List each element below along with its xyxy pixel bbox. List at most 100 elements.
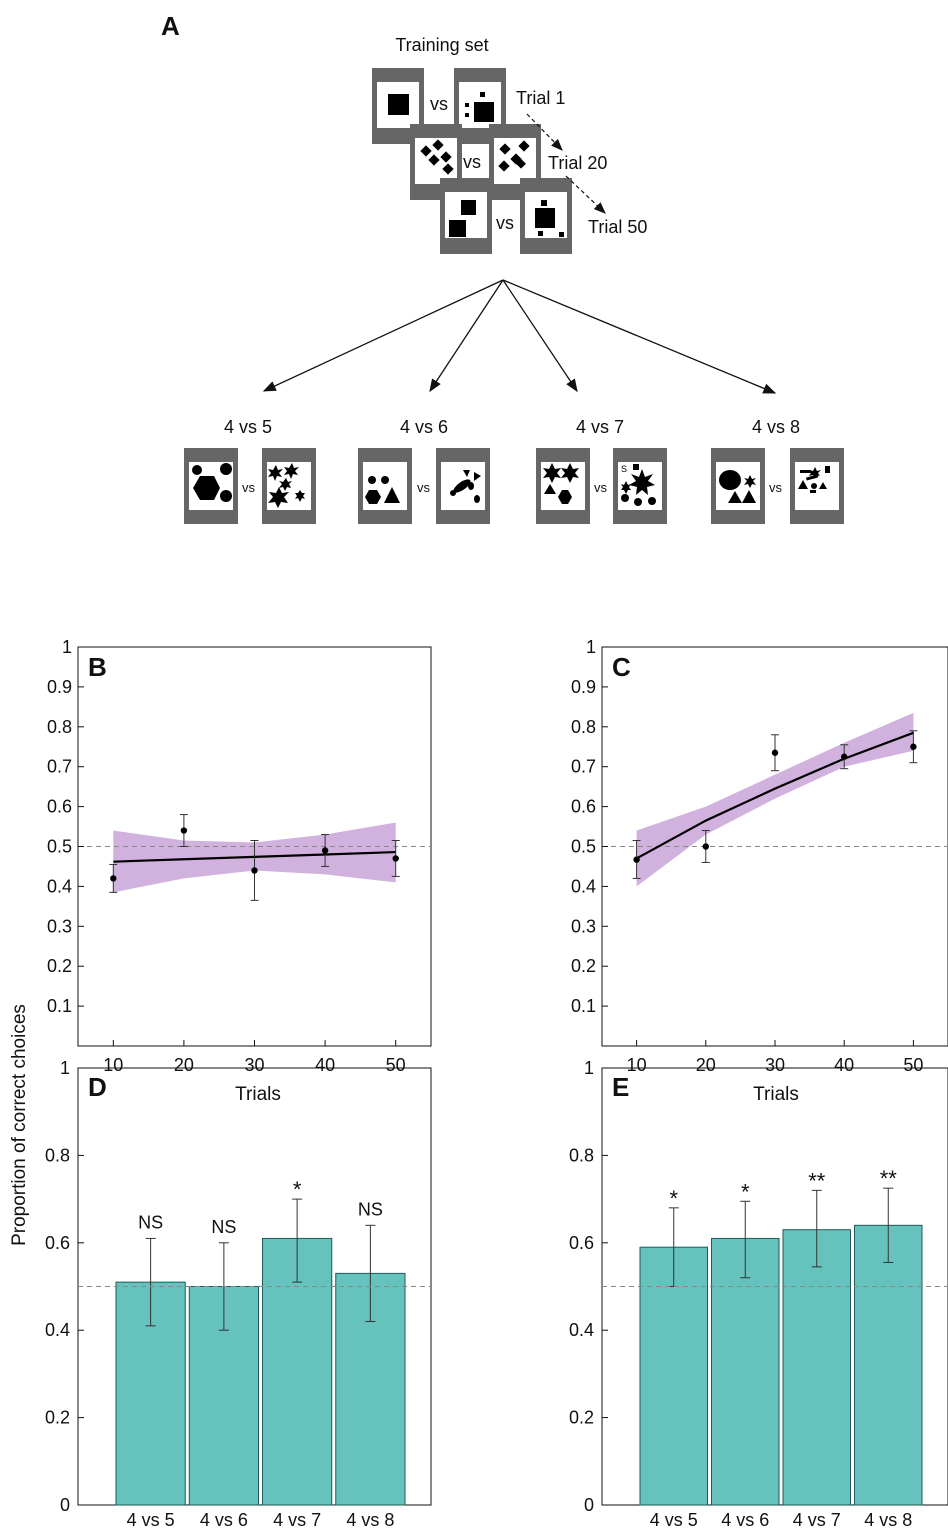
vs-label-test-3: vs xyxy=(594,480,608,495)
test-label-4-vs-5: 4 vs 5 xyxy=(224,417,272,437)
training-set-title: Training set xyxy=(395,35,488,55)
panel-c-y-tick-label-8: 0.8 xyxy=(571,717,596,737)
panel-e-y-tick-label-4: 0.6 xyxy=(569,1233,594,1253)
panel-d-category-label-1: 4 vs 5 xyxy=(127,1510,175,1530)
panel-e-y-tick-label-1: 0 xyxy=(584,1495,594,1515)
panel-letter-b: B xyxy=(88,652,107,682)
panel-c-line-chart: C Trials 0.1 0.2 0.3 0.4 0.5 0.6 0.7 0.8 0.9 1 10 2… xyxy=(571,637,948,1105)
panel-c-x-axis-title: Trials xyxy=(753,1084,799,1105)
panel-b-y-tick-label-6: 0.6 xyxy=(47,797,72,817)
panel-c-data-point-1 xyxy=(633,856,640,863)
panel-b-y-tick-label-10: 1 xyxy=(62,637,72,657)
panel-d-significance-label-2: NS xyxy=(211,1217,236,1237)
trial-1-label: Trial 1 xyxy=(516,88,565,108)
panel-letter-c: C xyxy=(612,652,631,682)
branch-arrow-1 xyxy=(262,279,504,392)
panel-e-category-label-1: 4 vs 5 xyxy=(650,1510,698,1530)
panel-c-x-tick-label-2: 20 xyxy=(696,1055,716,1075)
panel-c-x-tick-label-4: 40 xyxy=(834,1055,854,1075)
panel-c-y-tick-label-9: 0.9 xyxy=(571,677,596,697)
panel-e-significance-label-1: * xyxy=(669,1186,678,1211)
panel-e-significance-label-2: * xyxy=(741,1179,750,1204)
branch-arrow-4 xyxy=(502,279,777,394)
panel-d-y-tick-label-2: 0.2 xyxy=(45,1408,70,1428)
panel-b-data-point-1 xyxy=(110,875,117,882)
panel-d-y-tick-label-3: 0.4 xyxy=(45,1320,70,1340)
test-stimuli-4-vs-7: S xyxy=(536,448,667,524)
panel-d-y-tick-label-5: 0.8 xyxy=(45,1145,70,1165)
test-label-4-vs-8: 4 vs 8 xyxy=(752,417,800,437)
panel-b-x-tick-label-1: 10 xyxy=(103,1055,123,1075)
trial-progression-arrow-2 xyxy=(565,175,606,214)
panel-d-significance-label-1: NS xyxy=(138,1212,163,1232)
panel-b-x-tick-label-4: 40 xyxy=(315,1055,335,1075)
panel-b-data-point-4 xyxy=(321,847,329,854)
panel-c-data-point-4 xyxy=(841,753,848,760)
trial-50-label: Trial 50 xyxy=(588,217,647,237)
panel-c-y-tick-label-6: 0.6 xyxy=(571,797,596,817)
test-stimuli-4-vs-5 xyxy=(184,448,316,524)
panel-b-y-tick-label-4: 0.4 xyxy=(47,876,72,896)
panel-c-x-tick-label-1: 10 xyxy=(627,1055,647,1075)
branch-arrow-2 xyxy=(429,279,504,393)
panel-c-x-tick-label-5: 50 xyxy=(903,1055,923,1075)
training-trial-1-stimuli xyxy=(372,68,506,144)
panel-e-bar-1 xyxy=(639,1246,708,1506)
test-stimuli-4-vs-8 xyxy=(711,448,844,524)
panel-d-bar-chart: D NS 4 vs 5 NS 4 vs 6 * 4 vs 7 NS 4 vs 8 0 0.2 0.4… xyxy=(45,1058,432,1530)
test-label-4-vs-6: 4 vs 6 xyxy=(400,417,448,437)
vs-label-trial-20: vs xyxy=(463,152,481,172)
panel-e-y-tick-label-2: 0.2 xyxy=(569,1408,594,1428)
panel-d-y-tick-label-4: 0.6 xyxy=(45,1233,70,1253)
panel-b-x-axis-title: Trials xyxy=(235,1084,281,1105)
panel-e-y-tick-label-3: 0.4 xyxy=(569,1320,594,1340)
panel-d-bar-3 xyxy=(262,1237,333,1506)
vs-label-trial-50: vs xyxy=(496,213,514,233)
panel-b-y-tick-label-1: 0.1 xyxy=(47,996,72,1016)
panel-b-y-tick-label-8: 0.8 xyxy=(47,717,72,737)
panel-e-bar-3 xyxy=(782,1229,851,1506)
vs-label-test-4: vs xyxy=(769,480,783,495)
branch-arrow-3 xyxy=(502,279,578,393)
panel-b-data-point-2 xyxy=(180,827,188,834)
panel-e-bar-chart: E * 4 vs 5 * 4 vs 6 ** 4 vs 7 ** 4 vs 8 0 0.2 0.4 0… xyxy=(569,1058,948,1530)
vs-label-trial-1: vs xyxy=(430,94,448,114)
panel-d-significance-label-3: * xyxy=(293,1177,302,1202)
training-trial-50-stimuli xyxy=(440,178,572,254)
vs-label-test-2: vs xyxy=(417,480,431,495)
panel-c-data-point-5 xyxy=(910,743,917,750)
panel-b-y-tick-label-2: 0.2 xyxy=(47,956,72,976)
panel-b-x-tick-label-2: 20 xyxy=(174,1055,194,1075)
panel-b-line-chart: B Trials 0.1 0.2 0.3 0.4 0.5 0.6 0.7 0.8 0.9 1 10 2… xyxy=(47,637,432,1105)
panel-c-fit-line xyxy=(636,731,914,860)
panel-d-significance-label-4: NS xyxy=(358,1199,383,1219)
panel-a: A Training set vs Trial 1 xyxy=(161,11,844,524)
panel-e-y-tick-label-5: 0.8 xyxy=(569,1145,594,1165)
panel-c-data-point-2 xyxy=(702,843,709,850)
panel-b-x-tick-label-5: 50 xyxy=(386,1055,406,1075)
panel-e-significance-label-4: ** xyxy=(880,1166,898,1191)
panel-b-data-point-5 xyxy=(392,855,399,862)
panel-c-y-tick-label-3: 0.3 xyxy=(571,916,596,936)
panel-b-x-tick-label-3: 30 xyxy=(244,1055,264,1075)
panel-c-y-tick-label-2: 0.2 xyxy=(571,956,596,976)
panel-b-y-tick-label-7: 0.7 xyxy=(47,757,72,777)
test-label-4-vs-7: 4 vs 7 xyxy=(576,417,624,437)
panel-letter-a: A xyxy=(161,11,180,41)
panel-letter-e: E xyxy=(612,1072,629,1102)
panel-d-category-label-2: 4 vs 6 xyxy=(200,1510,248,1530)
trial-20-label: Trial 20 xyxy=(548,153,607,173)
panel-b-data-point-3 xyxy=(251,867,258,874)
panel-e-category-label-3: 4 vs 7 xyxy=(793,1510,841,1530)
panel-letter-d: D xyxy=(88,1072,107,1102)
vs-label-test-1: vs xyxy=(242,480,256,495)
panel-d-y-tick-label-1: 0 xyxy=(60,1495,70,1515)
panel-e-bar-4 xyxy=(854,1224,923,1506)
panel-c-y-tick-label-5: 0.5 xyxy=(571,837,596,857)
panel-c-y-tick-label-4: 0.4 xyxy=(571,876,596,896)
test-stimuli-4-vs-6 xyxy=(358,448,490,524)
panel-d-category-label-4: 4 vs 8 xyxy=(346,1510,394,1530)
panel-c-y-tick-label-1: 0.1 xyxy=(571,996,596,1016)
panel-e-category-label-4: 4 vs 8 xyxy=(864,1510,912,1530)
